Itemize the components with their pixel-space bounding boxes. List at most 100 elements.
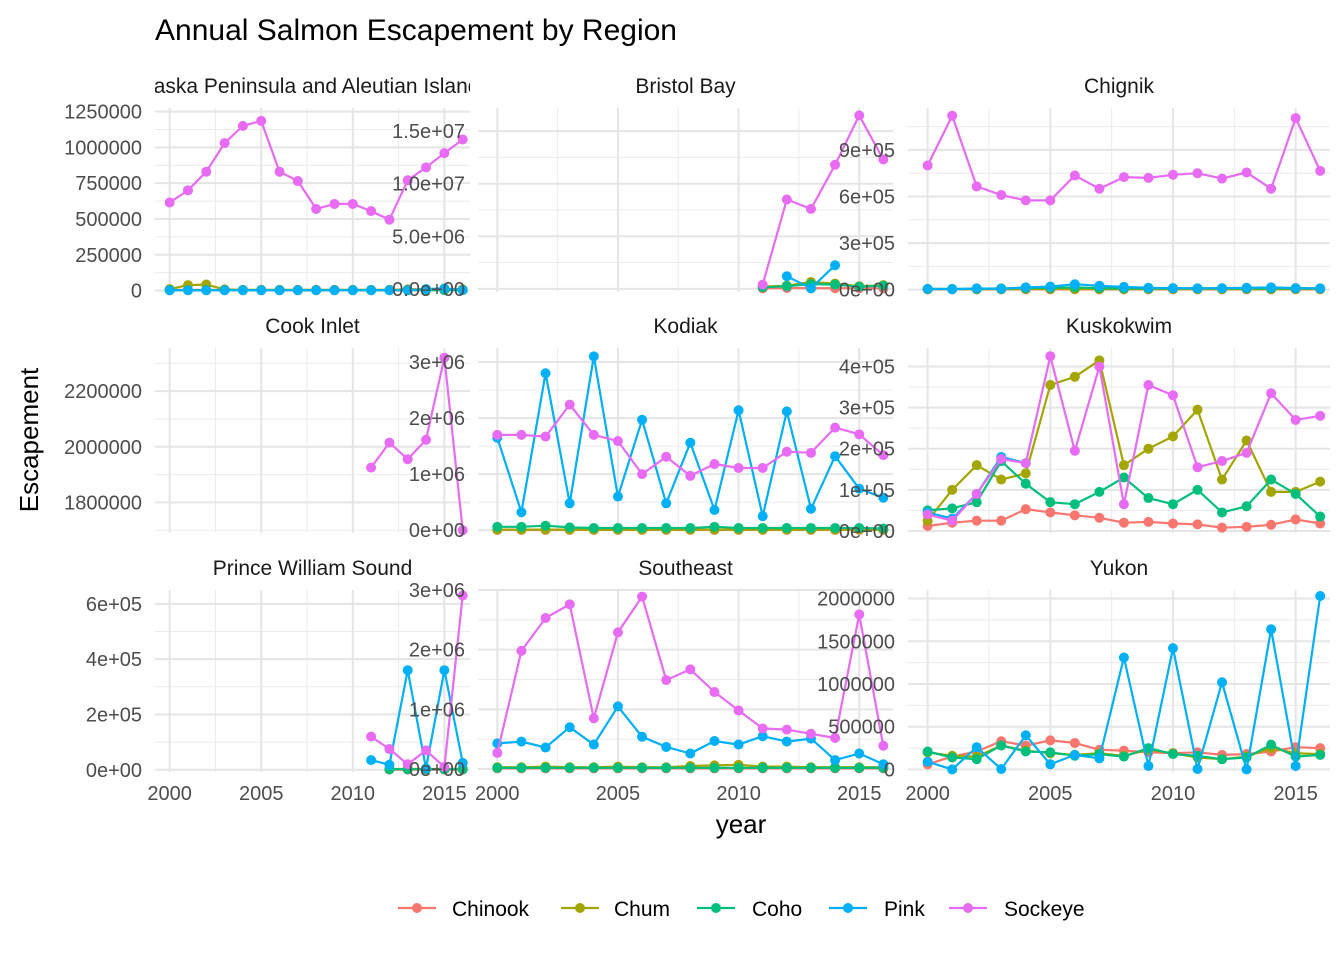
- data-point: [613, 523, 623, 533]
- data-point: [541, 763, 551, 773]
- data-point: [516, 646, 526, 656]
- y-tick-label: 500000: [75, 209, 142, 231]
- y-tick-label: 2200000: [64, 381, 142, 403]
- data-point: [613, 492, 623, 502]
- data-point: [734, 463, 744, 473]
- legend-item-coho: Coho: [697, 898, 802, 921]
- data-point: [830, 755, 840, 765]
- y-tick-label: 2e+06: [409, 640, 465, 662]
- data-point: [311, 204, 321, 214]
- data-point: [1045, 735, 1055, 745]
- data-point: [1143, 493, 1153, 503]
- data-point: [972, 283, 982, 293]
- data-point: [1094, 184, 1104, 194]
- data-point: [782, 406, 792, 416]
- data-point: [1168, 643, 1178, 653]
- legend-key-point: [963, 903, 973, 913]
- data-point: [1193, 519, 1203, 529]
- data-point: [366, 463, 376, 473]
- data-point: [947, 503, 957, 513]
- data-point: [685, 523, 695, 533]
- data-point: [384, 760, 394, 770]
- data-point: [709, 522, 719, 532]
- data-point: [972, 460, 982, 470]
- x-axis-title: year: [716, 809, 767, 839]
- data-point: [1094, 753, 1104, 763]
- data-point: [782, 737, 792, 747]
- data-point: [165, 198, 175, 208]
- data-point: [734, 523, 744, 533]
- data-point: [565, 522, 575, 532]
- data-point: [1291, 113, 1301, 123]
- y-tick-label: 0: [131, 281, 142, 303]
- data-point: [1291, 489, 1301, 499]
- data-point: [758, 280, 768, 290]
- data-point: [709, 736, 719, 746]
- data-point: [201, 167, 211, 177]
- data-point: [439, 148, 449, 158]
- data-point: [421, 745, 431, 755]
- data-point: [685, 438, 695, 448]
- y-tick-label: 0e+00: [409, 759, 465, 781]
- data-point: [1119, 282, 1129, 292]
- legend-key-point: [843, 903, 853, 913]
- data-point: [661, 523, 671, 533]
- data-point: [311, 285, 321, 295]
- data-point: [734, 706, 744, 716]
- data-point: [854, 763, 864, 773]
- data-point: [923, 746, 933, 756]
- legend-label: Sockeye: [1004, 898, 1085, 921]
- legend-item-sockeye: Sockeye: [949, 898, 1085, 921]
- panel-title: Southeast: [638, 557, 733, 580]
- data-point: [1315, 166, 1325, 176]
- data-point: [1217, 456, 1227, 466]
- panel-title: Yukon: [1090, 557, 1148, 580]
- data-point: [1168, 390, 1178, 400]
- legend-label: Coho: [752, 898, 802, 921]
- data-point: [516, 737, 526, 747]
- y-tick-label: 0e+00: [86, 760, 142, 782]
- data-point: [1070, 279, 1080, 289]
- data-point: [1070, 446, 1080, 456]
- panel-title: Cook Inlet: [265, 315, 360, 338]
- data-point: [947, 111, 957, 121]
- y-tick-label: 2e+05: [839, 439, 895, 461]
- data-point: [1070, 171, 1080, 181]
- series-line: [928, 596, 1321, 769]
- data-point: [1193, 764, 1203, 774]
- data-point: [1045, 380, 1055, 390]
- data-point: [492, 430, 502, 440]
- data-point: [972, 754, 982, 764]
- y-tick-label: 6e+05: [86, 594, 142, 616]
- data-point: [1266, 184, 1276, 194]
- y-tick-label: 3e+05: [839, 233, 895, 255]
- legend-item-chum: Chum: [561, 898, 670, 921]
- y-tick-label: 3e+05: [839, 398, 895, 420]
- data-point: [1266, 282, 1276, 292]
- data-point: [1217, 283, 1227, 293]
- data-point: [1070, 738, 1080, 748]
- data-point: [492, 763, 502, 773]
- data-point: [516, 763, 526, 773]
- data-point: [758, 723, 768, 733]
- data-point: [201, 285, 211, 295]
- y-tick-label: 0e+00: [839, 280, 895, 302]
- data-point: [348, 285, 358, 295]
- data-point: [366, 755, 376, 765]
- data-point: [1021, 746, 1031, 756]
- data-point: [709, 687, 719, 697]
- data-point: [685, 763, 695, 773]
- data-point: [1094, 487, 1104, 497]
- series-coho: [492, 521, 888, 534]
- data-point: [830, 260, 840, 270]
- legend-label: Chum: [614, 898, 670, 921]
- data-point: [220, 138, 230, 148]
- data-point: [637, 592, 647, 602]
- data-point: [1315, 591, 1325, 601]
- legend-key-point: [711, 903, 721, 913]
- data-point: [1021, 468, 1031, 478]
